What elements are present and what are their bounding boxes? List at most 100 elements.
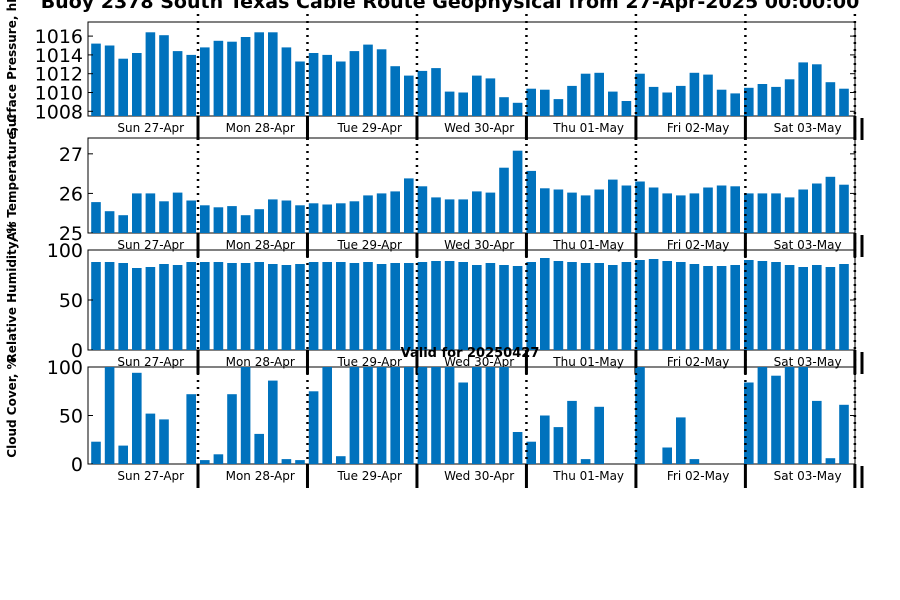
cloud-cover-bar [444,367,455,464]
temperature-bar [458,199,468,233]
temperature-bar [159,201,169,233]
cloud-cover-bar [431,367,441,464]
cloud-cover-ylabel: Cloud Cover, % [5,357,19,457]
pressure-bar [281,47,292,116]
temperature-bar [145,193,156,233]
pressure-bar [485,78,496,116]
temperature-bar [621,185,632,233]
pressure-bar [784,79,795,116]
humidity-bar [662,261,672,350]
pressure-bar [363,44,373,116]
humidity-bar [676,262,686,350]
pressure-day-label: Tue 29-Apr [336,121,401,135]
temperature-bar [540,188,550,233]
temperature-bar [594,189,604,233]
humidity-bar [771,262,781,350]
pressure-ytick-label: 1012 [35,64,83,86]
pressure-bar [390,66,400,116]
cloud-cover-bar [580,459,591,464]
humidity-bar [104,262,115,350]
pressure-ytick-label: 1014 [35,45,83,67]
temperature-bar [730,186,740,233]
temperature-bar [200,205,210,233]
humidity-bar [744,260,754,350]
humidity-bar [363,262,373,350]
cloud-cover-bar [322,367,332,464]
pressure-bar [376,49,387,116]
pressure-bar [526,88,536,116]
cloud-cover-bar [485,367,496,464]
pressure-bar [145,32,156,116]
temperature-bar [485,192,496,233]
humidity-ytick-label: 100 [47,240,83,262]
pressure-bar [349,51,360,116]
cloud-cover-bar [499,367,509,464]
cloud-cover-bar [281,459,292,464]
cloud-cover-day-label: Fri 02-May [667,469,730,483]
pressure-bar [227,41,237,117]
pressure-bar [254,32,264,116]
humidity-bar [635,260,645,350]
pressure-bar [635,73,645,116]
pressure-bar [336,61,346,116]
pressure-bar [295,61,305,116]
temperature-bar [376,193,387,233]
cloud-cover-day-label: Mon 28-Apr [226,469,295,483]
humidity-bar [485,263,496,350]
pressure-bar [172,51,183,116]
pressure-bar [703,74,713,116]
pressure-bar [689,72,700,116]
humidity-ylabel: Relative Humidity, % [5,222,19,363]
humidity-bar [608,265,618,350]
pressure-bar [553,99,564,116]
humidity-bar [621,262,632,350]
cloud-cover-bar [363,367,373,464]
humidity-bar [390,263,400,350]
humidity-bar [336,262,346,350]
temperature-bar [703,187,713,233]
humidity-ytick-label: 0 [71,340,83,362]
temperature-bar [417,186,428,233]
temperature-bar [349,201,360,233]
temperature-bar [227,206,237,233]
pressure-bar [567,85,577,116]
cloud-cover-axes-frame [87,366,856,465]
pressure-bar [132,53,142,116]
pressure-bar [200,47,210,116]
humidity-bar [281,265,292,350]
temperature-bar [839,184,849,233]
temperature-bar [662,193,672,233]
temperature-day-label: Sun 27-Apr [117,238,184,252]
temperature-bar [186,200,196,233]
humidity-day-label: Mon 28-Apr [226,355,295,369]
pressure-bar [594,72,604,116]
humidity-bar [145,267,156,350]
cloud-cover-bar [635,367,645,464]
pressure-bar [716,89,727,116]
humidity-day-label: Wed 30-Apr [444,355,514,369]
pressure-day-label: Sat 03-May [774,121,842,135]
cloud-cover-panel: 0 50 100 Cloud Cover, % Sun 27-Apr Mon 28-Apr… [5,357,864,488]
humidity-bar [472,265,482,350]
humidity-bar [812,265,822,350]
humidity-bar [376,264,387,350]
cloud-cover-bar [118,445,128,464]
temperature-bar [295,205,305,233]
temperature-bar [812,183,822,233]
pressure-bar [322,54,332,116]
pressure-ytick-label: 1010 [35,83,83,105]
pressure-bar [839,88,849,116]
humidity-bar [784,265,795,350]
cloud-cover-bar [567,400,577,464]
cloud-cover-bar [798,367,808,464]
humidity-bar [431,261,441,350]
cloud-cover-bar [744,382,754,464]
humidity-bar [825,267,836,350]
temperature-bar [512,150,523,233]
temperature-ylabel: Air Temperature, C [5,114,19,242]
pressure-bar [662,92,672,116]
pressure-day-label: Sun 27-Apr [117,121,184,135]
humidity-bar [172,265,183,350]
temperature-bar [757,193,768,233]
